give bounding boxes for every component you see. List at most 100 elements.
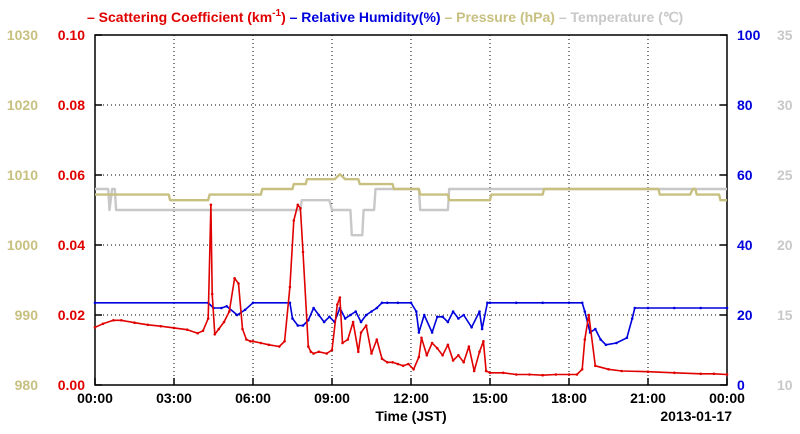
scattering-point bbox=[233, 277, 236, 280]
scattering-point bbox=[93, 326, 97, 329]
scattering-point bbox=[482, 340, 485, 343]
scattering-point bbox=[336, 303, 339, 306]
scattering-point bbox=[396, 362, 400, 366]
x-axis-label: Time (JST) bbox=[375, 408, 446, 424]
scattering-point bbox=[594, 364, 597, 368]
humidity-point bbox=[291, 317, 294, 320]
x-tick-label: 06:00 bbox=[235, 390, 271, 406]
scattering-point bbox=[210, 292, 214, 296]
scattering-axis-label: 0.04 bbox=[58, 237, 85, 253]
scattering-point bbox=[259, 341, 263, 345]
temperature-axis-label: 15 bbox=[777, 307, 793, 323]
scattering-point bbox=[646, 370, 650, 374]
humidity-point bbox=[480, 327, 484, 331]
humidity-point bbox=[312, 306, 315, 310]
humidity-point bbox=[599, 338, 602, 341]
pressure-axis-label: 1000 bbox=[7, 237, 38, 253]
scattering-point bbox=[283, 340, 286, 343]
scattering-point bbox=[228, 310, 231, 313]
scattering-point bbox=[172, 326, 176, 330]
scattering-point bbox=[213, 333, 217, 336]
temperature-axis-label: 30 bbox=[777, 97, 793, 113]
scattering-point bbox=[699, 372, 702, 376]
scattering-point bbox=[267, 343, 271, 347]
scattering-point bbox=[401, 364, 405, 368]
scattering-point bbox=[237, 282, 240, 285]
scattering-point bbox=[478, 350, 481, 354]
humidity-point bbox=[615, 341, 618, 345]
humidity-point bbox=[235, 313, 239, 317]
humidity-point bbox=[470, 326, 473, 329]
scattering-point bbox=[386, 361, 389, 364]
humidity-point bbox=[430, 331, 434, 334]
humidity-point bbox=[422, 313, 426, 317]
scattering-point bbox=[725, 373, 729, 376]
scattering-point bbox=[412, 368, 415, 371]
scattering-point bbox=[407, 362, 410, 366]
humidity-point bbox=[515, 301, 518, 305]
scattering-point bbox=[101, 322, 105, 326]
axes: 00:00 03:00 06:00 09:00 12:00 15:00 18:00 21:00… bbox=[7, 27, 793, 406]
humidity-point bbox=[288, 301, 292, 305]
humidity-axis-label: 40 bbox=[737, 237, 753, 253]
scattering-point bbox=[472, 369, 476, 373]
humidity-point bbox=[343, 317, 347, 320]
scattering-point bbox=[567, 373, 571, 376]
scattering-point bbox=[441, 354, 444, 357]
pressure-axis-label: 1010 bbox=[7, 167, 38, 183]
humidity-point bbox=[243, 308, 247, 312]
x-tick-label: 00:00 bbox=[709, 390, 745, 406]
scattering-point bbox=[209, 203, 213, 207]
scattering-point bbox=[467, 345, 471, 348]
humidity-axis-label: 80 bbox=[737, 97, 753, 113]
pressure-line bbox=[95, 173, 727, 202]
scattering-point bbox=[370, 352, 373, 355]
humidity-point bbox=[699, 306, 702, 310]
scattering-point bbox=[420, 336, 423, 340]
humidity-point bbox=[486, 301, 489, 305]
scattering-point bbox=[201, 329, 205, 333]
scattering-point bbox=[299, 207, 302, 210]
pressure-axis-label: 1020 bbox=[7, 97, 38, 113]
scattering-point bbox=[375, 338, 379, 341]
humidity-point bbox=[441, 315, 444, 319]
humidity-point bbox=[594, 327, 597, 331]
scattering-point bbox=[430, 341, 434, 345]
scattering-point bbox=[488, 371, 492, 375]
scattering-axis-label: 0.06 bbox=[58, 167, 85, 183]
humidity-point bbox=[301, 324, 305, 327]
scattering-point bbox=[541, 373, 544, 377]
scattering-point bbox=[292, 219, 296, 222]
scattering-point bbox=[462, 361, 466, 364]
scattering-point bbox=[451, 359, 455, 362]
temperature-line bbox=[95, 187, 727, 237]
humidity-point bbox=[220, 306, 223, 310]
humidity-point bbox=[93, 301, 97, 305]
scattering-point bbox=[364, 324, 368, 327]
humidity-axis-label: 20 bbox=[737, 307, 753, 323]
pressure-axis-label: 980 bbox=[15, 377, 39, 393]
pressure-axis-label: 990 bbox=[15, 307, 39, 323]
scattering-point bbox=[457, 354, 460, 357]
x-tick-label: 12:00 bbox=[393, 390, 429, 406]
date-label: 2013-01-17 bbox=[660, 408, 732, 424]
scattering-point bbox=[425, 354, 429, 357]
scattering-point bbox=[501, 371, 505, 375]
humidity-point bbox=[415, 310, 418, 313]
temperature-axis-label: 10 bbox=[777, 377, 793, 393]
scattering-axis-label: 0.10 bbox=[58, 27, 85, 43]
humidity-point bbox=[409, 301, 413, 305]
humidity-point bbox=[359, 320, 363, 324]
humidity-point bbox=[417, 331, 421, 334]
x-tick-label: 09:00 bbox=[314, 390, 350, 406]
scattering-point bbox=[346, 338, 350, 341]
humidity-point bbox=[364, 313, 368, 317]
scattering-point bbox=[245, 338, 248, 341]
scattering-point bbox=[217, 327, 221, 331]
humidity-point bbox=[251, 301, 255, 305]
humidity-point bbox=[580, 301, 584, 305]
scattering-point bbox=[583, 338, 587, 341]
scattering-point bbox=[359, 331, 363, 334]
humidity-axis-label: 0 bbox=[737, 377, 745, 393]
scattering-point bbox=[241, 327, 244, 331]
